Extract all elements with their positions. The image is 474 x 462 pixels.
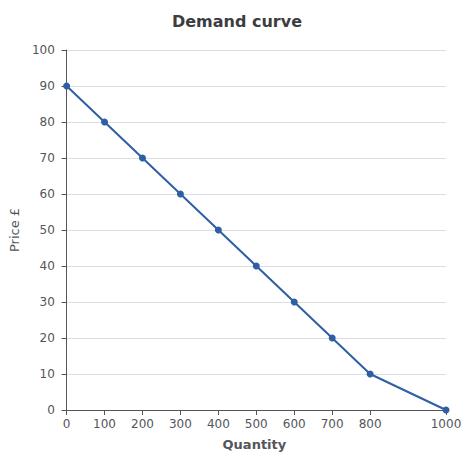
svg-text:70: 70 <box>40 151 55 165</box>
svg-text:400: 400 <box>207 417 230 431</box>
svg-text:Demand curve: Demand curve <box>172 12 302 31</box>
svg-text:600: 600 <box>283 417 306 431</box>
svg-text:Quantity: Quantity <box>223 437 287 452</box>
svg-text:10: 10 <box>40 367 55 381</box>
svg-text:90: 90 <box>40 79 55 93</box>
svg-text:80: 80 <box>40 115 55 129</box>
svg-text:300: 300 <box>169 417 192 431</box>
svg-text:20: 20 <box>40 331 55 345</box>
svg-text:0: 0 <box>47 403 55 417</box>
svg-text:500: 500 <box>245 417 268 431</box>
svg-text:800: 800 <box>359 417 382 431</box>
svg-text:1000: 1000 <box>431 417 462 431</box>
svg-text:Price £: Price £ <box>7 208 22 252</box>
svg-text:40: 40 <box>40 259 55 273</box>
svg-text:30: 30 <box>40 295 55 309</box>
svg-text:700: 700 <box>321 417 344 431</box>
svg-text:50: 50 <box>40 223 55 237</box>
svg-text:0: 0 <box>63 417 71 431</box>
svg-text:100: 100 <box>93 417 116 431</box>
svg-text:100: 100 <box>32 43 55 57</box>
svg-text:60: 60 <box>40 187 55 201</box>
svg-text:200: 200 <box>131 417 154 431</box>
